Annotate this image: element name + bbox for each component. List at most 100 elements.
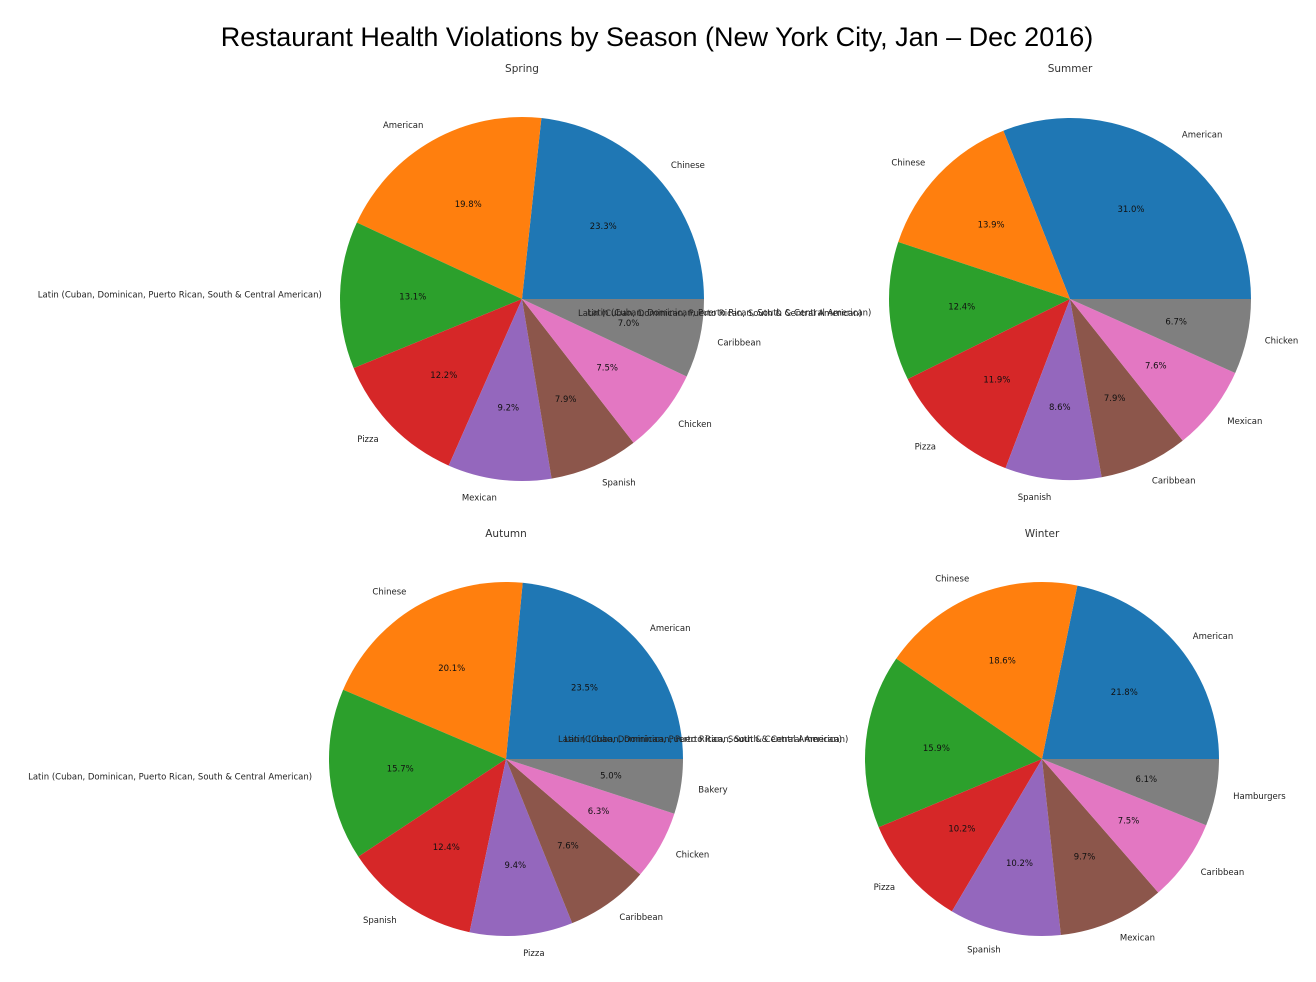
pie-spring-pct-label: 23.3% — [590, 222, 617, 232]
pie-winter-pct-label: 15.9% — [923, 744, 950, 754]
pie-summer-category-label: Caribbean — [1152, 477, 1196, 487]
pie-winter-slice-caribbean — [1042, 759, 1207, 893]
pie-spring-pct-label: 7.5% — [596, 363, 618, 373]
pie-winter-pct-label: 7.5% — [1118, 817, 1140, 827]
pie-summer-pct-label: 11.9% — [983, 375, 1010, 385]
pie-summer-slice-latin — [888, 241, 1070, 380]
pie-spring-slice-pizza — [353, 299, 522, 466]
pie-summer-pct-label: 7.6% — [1145, 362, 1167, 372]
pie-summer-slice-american — [1003, 117, 1251, 300]
pie-spring: Spring 23.3% Chinese 19.8% American 13.1% Lat… — [38, 63, 862, 504]
pie-winter-pct-label: 18.6% — [989, 657, 1016, 667]
pie-summer-pct-label: 13.9% — [978, 220, 1005, 230]
pie-spring-category-label: American — [383, 121, 423, 131]
pie-spring-pct-label: 19.8% — [455, 200, 482, 210]
pie-spring-marks: 23.3% Chinese 19.8% American 13.1% Latin (Cub… — [38, 117, 862, 504]
pie-summer-category-label: Latin (Cuban, Dominican, Puerto Rican, S… — [587, 309, 871, 319]
pie-spring-slice-caribbean — [522, 299, 704, 377]
pie-autumn-pct-label: 6.3% — [588, 807, 610, 817]
pie-autumn-pct-label: 5.0% — [600, 772, 622, 782]
pie-winter-category-label: Hamburgers — [1233, 792, 1286, 802]
pie-winter-category-label: American — [1193, 632, 1233, 642]
pie-summer-pct-label: 8.6% — [1049, 403, 1071, 413]
pie-autumn-pct-label: 20.1% — [438, 664, 465, 674]
pie-winter-category-label: Mexican — [1120, 933, 1155, 943]
pie-spring-slice-american — [356, 117, 542, 299]
pie-summer-category-label: American — [1182, 130, 1222, 140]
pie-summer-marks: 31.0% American 13.9% Chinese 12.4% Latin (Cub… — [587, 117, 1299, 503]
pie-autumn-pct-label: 7.6% — [557, 841, 579, 851]
pie-autumn-marks: 23.5% American 20.1% Chinese 15.7% Latin (Cub… — [28, 582, 842, 959]
pie-summer-slice-chinese — [898, 130, 1070, 299]
pie-winter-marks: 21.8% American 18.6% Chinese 15.9% Latin (Cub… — [564, 574, 1286, 955]
pie-autumn-slice-caribbean — [506, 759, 641, 924]
pie-autumn-slice-american — [506, 582, 683, 759]
pie-summer-slice-chicken — [1070, 299, 1251, 373]
pie-winter: Winter 21.8% American 18.6% Chinese 15.9% Lat… — [564, 528, 1286, 955]
pie-spring-pct-label: 12.2% — [430, 371, 457, 381]
pie-summer-category-label: Chicken — [1265, 337, 1299, 347]
pie-summer-category-label: Mexican — [1227, 417, 1262, 427]
pie-autumn-slice-latin — [329, 689, 506, 857]
pie-autumn-annotation-label: Latin (Cuban, Dominican, Puerto Rican, S… — [558, 735, 842, 745]
pie-summer-pct-label: 31.0% — [1117, 205, 1144, 215]
pie-winter-slice-mexican — [1042, 759, 1159, 935]
pie-autumn-category-label: Pizza — [523, 949, 544, 959]
pie-winter-category-label: Caribbean — [1201, 868, 1245, 878]
pie-winter-pct-label: 10.2% — [948, 825, 975, 835]
pie-spring-slice-chicken — [522, 299, 687, 443]
pie-winter-pct-label: 21.8% — [1111, 688, 1138, 698]
pie-spring-pct-label: 7.9% — [555, 395, 577, 405]
pie-autumn-title: Autumn — [485, 528, 527, 540]
pie-spring-slice-mexican — [448, 299, 552, 482]
pie-summer-category-label: Spanish — [1018, 493, 1052, 503]
pie-summer-pct-label: 6.7% — [1165, 318, 1187, 328]
pie-spring-category-label: Chicken — [678, 420, 712, 430]
pie-winter-slice-hamburgers — [1042, 759, 1219, 826]
pie-winter-slice-pizza — [878, 759, 1042, 912]
pie-summer-slice-caribbean — [1070, 299, 1183, 478]
pie-spring-slice-spanish — [522, 299, 634, 479]
pie-winter-category-label: Latin (Cuban, Dominican, Puerto Rican, S… — [564, 735, 848, 745]
pie-spring-pct-label: 9.2% — [497, 403, 519, 413]
pie-spring-category-label: Latin (Cuban, Dominican, Puerto Rican, S… — [38, 291, 322, 301]
pie-winter-category-label: Spanish — [967, 945, 1001, 955]
pie-summer-slice-mexican — [1070, 299, 1236, 441]
pie-winter-category-label: Chinese — [935, 574, 969, 584]
pie-autumn-category-label: American — [650, 624, 690, 634]
pie-autumn-category-label: Chicken — [676, 850, 710, 860]
pie-winter-category-label: Pizza — [874, 883, 895, 893]
pie-summer: Summer 31.0% American 13.9% Chinese 12.4% Lat… — [587, 63, 1298, 503]
pie-summer-slice-pizza — [907, 299, 1070, 469]
pie-spring-category-label: Mexican — [462, 494, 497, 504]
pie-autumn-category-label: Spanish — [363, 916, 397, 926]
pie-autumn-slice-chinese — [343, 582, 523, 759]
pie-summer-pct-label: 7.9% — [1104, 394, 1126, 404]
pie-autumn-slice-spanish — [358, 759, 506, 933]
pie-spring-slice-chinese — [522, 118, 704, 299]
pie-autumn-pct-label: 12.4% — [433, 843, 460, 853]
pie-autumn-slice-bakery — [506, 759, 683, 814]
pie-autumn-pct-label: 15.7% — [387, 765, 414, 775]
pie-autumn-pct-label: 9.4% — [504, 861, 526, 871]
pie-spring-category-label: Spanish — [602, 479, 636, 489]
pie-winter-slice-american — [1042, 585, 1219, 759]
pie-spring-category-label: Caribbean — [717, 339, 761, 349]
pie-autumn-category-label: Bakery — [698, 786, 727, 796]
pie-summer-slice-spanish — [1005, 299, 1102, 481]
pie-autumn-category-label: Latin (Cuban, Dominican, Puerto Rican, S… — [28, 773, 312, 783]
pie-autumn-slice-chicken — [506, 759, 675, 875]
pie-winter-slice-latin — [864, 658, 1042, 828]
pie-winter-slice-spanish — [951, 759, 1061, 936]
pie-spring-category-label: Pizza — [357, 435, 378, 445]
pie-winter-pct-label: 6.1% — [1135, 775, 1157, 785]
pie-spring-title: Spring — [505, 63, 539, 75]
pie-summer-pct-label: 12.4% — [948, 303, 975, 313]
pie-spring-pct-label: 7.0% — [618, 319, 640, 329]
pie-autumn-slice-pizza — [469, 759, 573, 937]
pie-spring-category-label: Chinese — [671, 161, 705, 171]
pie-summer-category-label: Pizza — [915, 442, 936, 452]
pie-winter-slice-chinese — [896, 582, 1078, 759]
pie-winter-title: Winter — [1025, 528, 1060, 540]
